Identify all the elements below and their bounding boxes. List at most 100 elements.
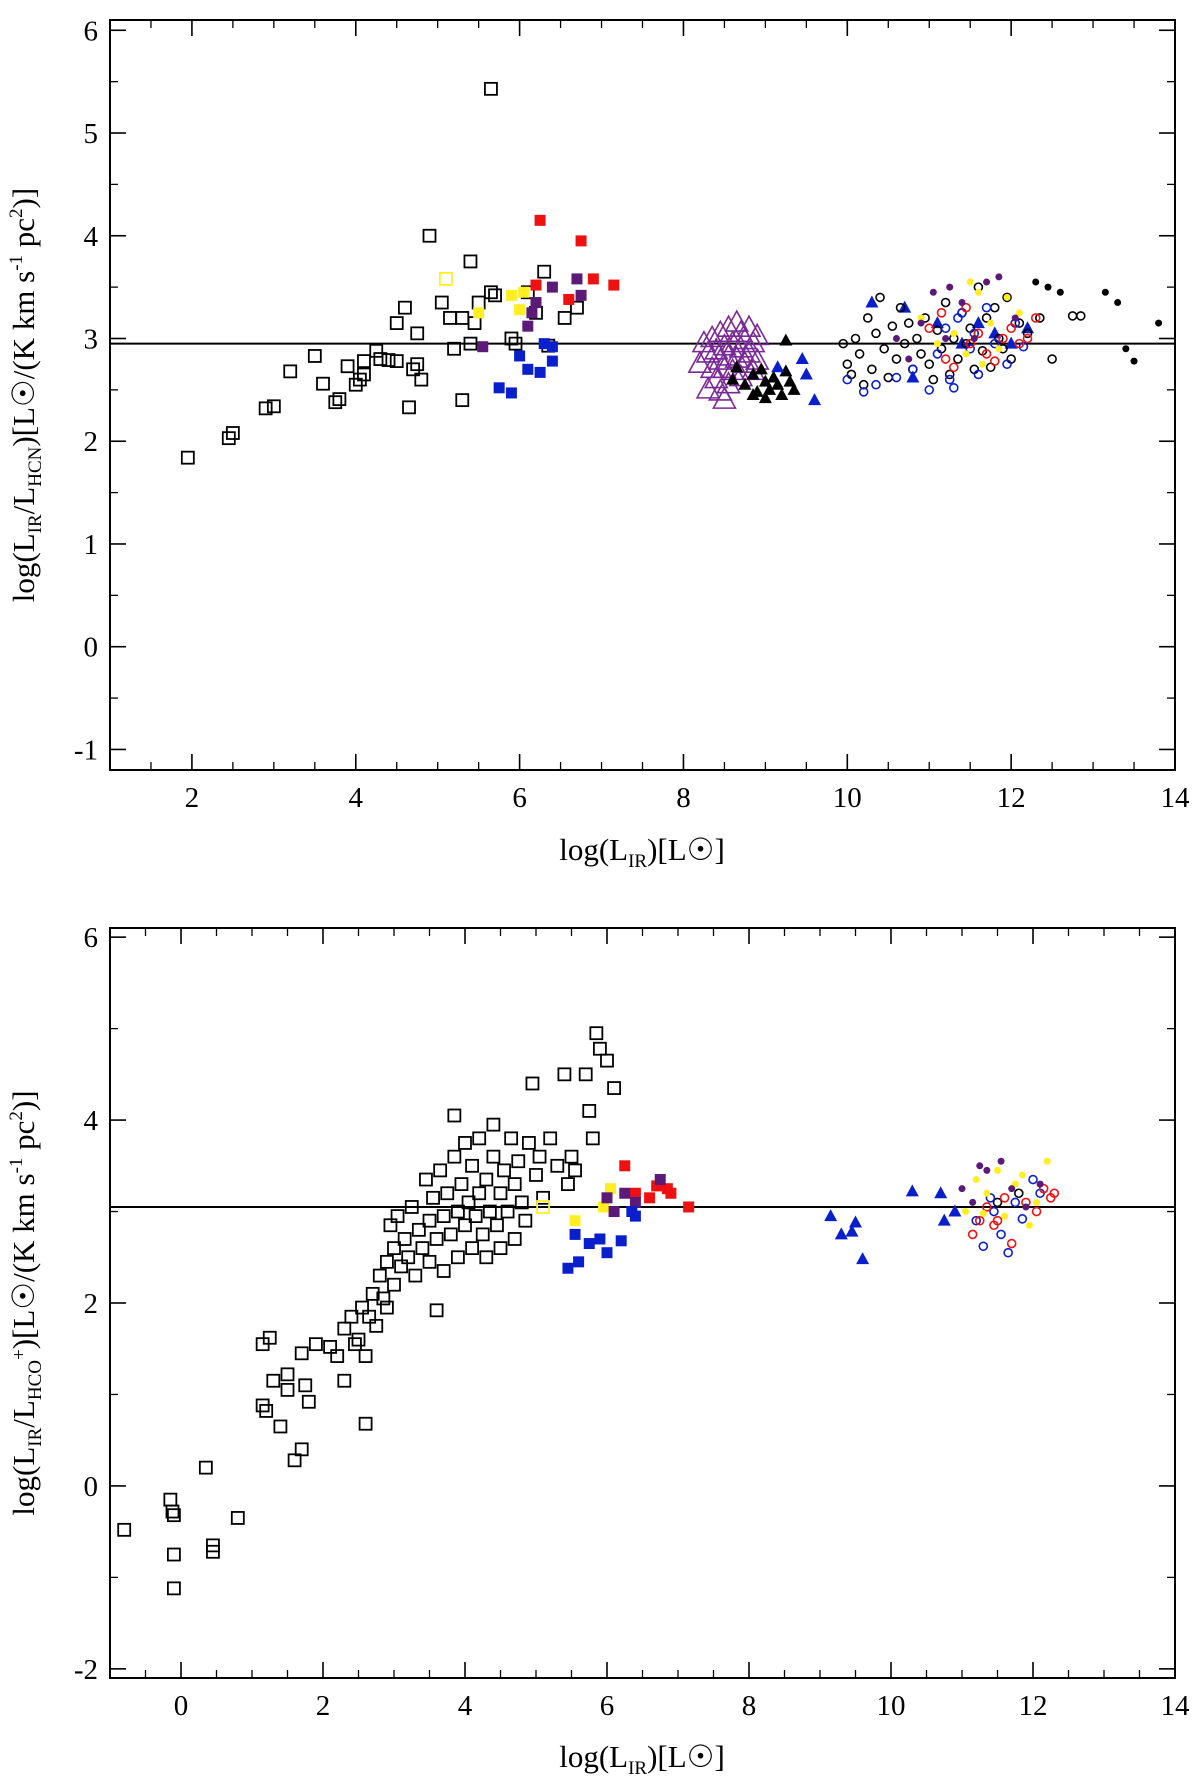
data-point: [865, 295, 879, 308]
data-point: [754, 362, 768, 375]
data-point: [525, 1076, 540, 1091]
data-point: [573, 1256, 585, 1268]
data-point: [644, 1192, 656, 1204]
data-point: [858, 387, 869, 397]
data-point: [534, 214, 546, 226]
data-point: [328, 395, 343, 410]
data-point: [758, 391, 772, 404]
data-point: [771, 360, 785, 373]
series-yellow-filled-circles: [962, 1157, 1051, 1229]
data-point: [619, 1160, 631, 1172]
data-point: [937, 1213, 951, 1226]
data-point: [992, 1197, 1003, 1208]
data-point: [414, 372, 429, 387]
data-point: [259, 1404, 274, 1418]
data-point: [534, 366, 546, 378]
data-point: [522, 320, 534, 332]
data-point: [415, 1241, 430, 1256]
data-point: [944, 374, 955, 385]
data-point: [280, 1367, 295, 1382]
data-point: [961, 302, 971, 313]
data-point: [973, 328, 984, 339]
data-point: [504, 1131, 519, 1146]
data-point: [905, 355, 913, 363]
sun-symbol: ☉: [6, 1282, 41, 1310]
data-point: [787, 382, 801, 395]
data-point: [1003, 1247, 1013, 1258]
data-point: [834, 1227, 848, 1240]
data-point: [608, 279, 620, 291]
data-point: [775, 388, 789, 400]
data-point: [712, 333, 737, 356]
data-point: [463, 254, 478, 269]
y-tick-label: 6: [84, 15, 99, 47]
data-point: [849, 1215, 862, 1228]
data-point: [842, 359, 853, 369]
data-point: [850, 333, 861, 344]
data-point: [433, 1163, 448, 1178]
data-point: [390, 1209, 405, 1224]
data-point: [842, 374, 853, 385]
data-point: [294, 1442, 309, 1457]
data-point: [570, 300, 584, 315]
series-purple-filled-squares: [601, 1174, 666, 1218]
series-purple-filled-circles: [892, 273, 1019, 363]
data-point: [651, 1180, 663, 1192]
axis-ticks: [109, 20, 1176, 770]
data-point: [875, 292, 885, 303]
x-tick-label: 10: [877, 1690, 906, 1722]
data-point: [908, 364, 918, 375]
series-black-open-squares: [180, 81, 584, 465]
sun-symbol: ☉: [687, 832, 715, 867]
data-point: [629, 1187, 641, 1199]
data-point: [468, 1209, 483, 1224]
series-black-open-circles: [838, 282, 1086, 390]
data-point: [486, 1149, 501, 1164]
data-point: [965, 343, 975, 354]
x-axis-title: log(LIR)[L☉]: [559, 832, 725, 872]
sun-symbol: ☉: [687, 1739, 715, 1774]
series-yellow-filled-circles: [917, 278, 1023, 368]
data-point: [845, 1224, 859, 1237]
data-point: [472, 1186, 487, 1201]
data-point: [891, 354, 902, 364]
data-point: [538, 338, 550, 350]
plot-frame: [109, 927, 1176, 1679]
data-point: [511, 1154, 526, 1169]
data-point: [373, 352, 388, 366]
data-point: [854, 349, 865, 359]
data-point: [493, 1241, 508, 1256]
data-point: [507, 1232, 522, 1246]
data-point: [746, 388, 760, 400]
data-point: [744, 322, 770, 346]
data-point: [166, 1581, 181, 1596]
data-point: [273, 1419, 288, 1434]
data-point: [484, 81, 498, 96]
data-point: [117, 1522, 132, 1537]
data-point: [467, 316, 482, 330]
data-point: [1006, 1238, 1017, 1249]
data-point: [493, 1186, 508, 1201]
data-point: [940, 354, 951, 364]
data-point: [600, 1053, 614, 1068]
y-axis-title: log(LIR/LHCN)[L☉/(K km s-1 pc2)]: [6, 188, 46, 602]
data-point: [703, 337, 729, 360]
data-point: [411, 1222, 426, 1237]
data-point: [1003, 293, 1011, 301]
data-point: [593, 1041, 607, 1056]
y-tick-label: 4: [84, 221, 99, 253]
data-point: [1001, 1212, 1009, 1220]
y-tick-label: 4: [84, 1105, 99, 1137]
data-point: [924, 359, 935, 369]
data-point: [434, 295, 449, 310]
data-point: [1031, 1206, 1042, 1217]
data-point: [440, 1186, 455, 1201]
data-point: [493, 382, 505, 394]
data-point: [546, 281, 558, 293]
data-point: [180, 450, 195, 465]
series-black-open-squares: [117, 1026, 621, 1596]
data-point: [983, 1189, 991, 1197]
data-point: [619, 1187, 631, 1199]
data-point: [429, 1232, 444, 1246]
